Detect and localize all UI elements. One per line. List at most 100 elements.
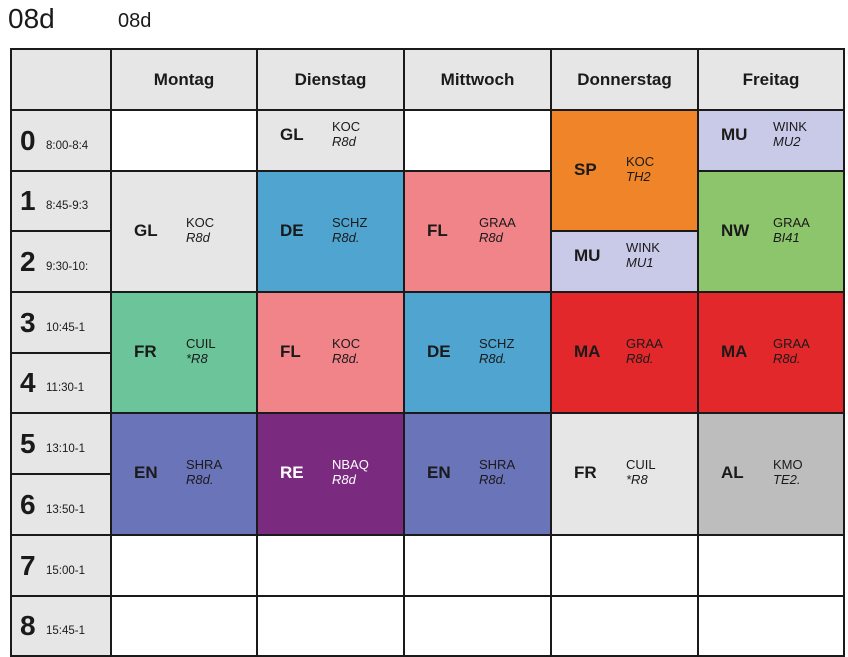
lesson-de[interactable]: DE SCHZ R8d. [403, 291, 552, 414]
empty-slot[interactable] [403, 109, 552, 172]
lesson-teacher: SCHZ [332, 214, 368, 230]
period-time: 11:30-1 [46, 382, 85, 394]
lesson-subject: FL [280, 341, 301, 361]
lesson-subject: FR [134, 341, 157, 361]
lesson-teacher: WINK [626, 240, 660, 255]
empty-slot[interactable] [550, 534, 699, 597]
lesson-fr[interactable]: FR CUIL *R8 [110, 291, 258, 414]
lesson-nw[interactable]: NW GRAA BI41 [697, 170, 845, 293]
empty-slot[interactable] [697, 595, 845, 657]
lesson-subject: FL [427, 220, 448, 240]
period-label-0: 0 8:00-8:4 [10, 109, 112, 172]
lesson-mu[interactable]: MU WINK MU2 [697, 109, 845, 172]
lesson-de[interactable]: DE SCHZ R8d. [256, 170, 405, 293]
empty-slot[interactable] [550, 595, 699, 657]
lesson-al[interactable]: AL KMO TE2. [697, 412, 845, 536]
lesson-fl[interactable]: FL KOC R8d. [256, 291, 405, 414]
period-time: 13:10-1 [46, 442, 86, 455]
period-label-8: 8 15:45-1 [10, 595, 112, 657]
lesson-subject: FR [574, 463, 597, 482]
period-number: 0 [20, 124, 36, 156]
class-subtitle: 08d [118, 10, 152, 32]
lesson-re[interactable]: RE NBAQ R8d [256, 412, 405, 536]
lesson-sp[interactable]: SP KOC TH2 [550, 109, 699, 232]
lesson-en[interactable]: EN SHRA R8d. [403, 412, 552, 536]
lesson-teacher: KOC [332, 335, 361, 351]
period-time: 10:45-1 [46, 321, 86, 334]
lesson-teacher: CUIL [626, 457, 656, 472]
period-number: 4 [20, 367, 36, 398]
lesson-subject: MU [721, 125, 748, 144]
lesson-room: R8d. [479, 472, 507, 487]
lesson-gl[interactable]: GL KOC R8d [256, 109, 405, 172]
lesson-room: *R8 [186, 350, 208, 366]
lesson-subject: RE [280, 463, 304, 482]
period-label-1: 1 8:45-9:3 [10, 170, 112, 232]
empty-slot[interactable] [110, 109, 258, 172]
lesson-en[interactable]: EN SHRA R8d. [110, 412, 258, 536]
lesson-ma[interactable]: MA GRAA R8d. [550, 291, 699, 414]
lesson-subject: DE [427, 341, 451, 361]
lesson-room: R8d [479, 229, 503, 245]
period-time: 8:00-8:4 [46, 139, 89, 152]
lesson-subject: AL [721, 463, 744, 482]
period-time: 15:45-1 [46, 625, 86, 637]
period-label-6: 6 13:50-1 [10, 473, 112, 536]
lesson-room: R8d. [773, 350, 801, 366]
lesson-teacher: SHRA [186, 457, 223, 472]
lesson-gl[interactable]: GL KOC R8d [110, 170, 258, 293]
lesson-teacher: KOC [332, 119, 361, 134]
period-number: 2 [20, 245, 36, 277]
period-time: 8:45-9:3 [46, 200, 89, 212]
period-time: 13:50-1 [46, 503, 86, 516]
empty-slot[interactable] [256, 595, 405, 657]
lesson-room: R8d. [332, 350, 360, 366]
lesson-subject: MA [574, 341, 601, 361]
lesson-teacher: CUIL [186, 335, 216, 351]
day-header-donnerstag: Donnerstag [550, 48, 699, 111]
period-label-3: 3 10:45-1 [10, 291, 112, 354]
class-title: 08d [8, 3, 55, 34]
lesson-room: R8d. [332, 229, 360, 245]
period-number: 7 [20, 549, 36, 581]
lesson-fl[interactable]: FL GRAA R8d [403, 170, 552, 293]
lesson-room: TE2. [773, 472, 801, 487]
empty-slot[interactable] [110, 534, 258, 597]
period-label-7: 7 15:00-1 [10, 534, 112, 597]
period-number: 3 [20, 306, 36, 338]
lesson-room: R8d. [479, 350, 507, 366]
period-number: 5 [20, 427, 36, 459]
empty-slot[interactable] [110, 595, 258, 657]
period-number: 1 [20, 185, 36, 216]
day-header-freitag: Freitag [697, 48, 845, 111]
lesson-mu[interactable]: MU WINK MU1 [550, 230, 699, 293]
day-header-dienstag: Dienstag [256, 48, 405, 111]
empty-slot[interactable] [403, 534, 552, 597]
lesson-fr[interactable]: FR CUIL *R8 [550, 412, 699, 536]
lesson-subject: MU [574, 246, 601, 265]
corner-cell [10, 48, 112, 111]
period-time: 9:30-10: [46, 260, 89, 273]
day-header-mittwoch: Mittwoch [403, 48, 552, 111]
lesson-subject: MA [721, 341, 748, 361]
day-label: Freitag [742, 69, 800, 89]
empty-slot[interactable] [256, 534, 405, 597]
lesson-teacher: SHRA [479, 457, 516, 472]
day-label: Mittwoch [440, 69, 515, 89]
lesson-room: MU1 [626, 255, 654, 270]
lesson-ma[interactable]: MA GRAA R8d. [697, 291, 845, 414]
lesson-room: TH2 [626, 168, 651, 184]
lesson-teacher: KOC [626, 153, 655, 169]
lesson-room: BI41 [773, 229, 800, 245]
period-number: 8 [20, 610, 36, 641]
empty-slot[interactable] [403, 595, 552, 657]
lesson-teacher: KOC [186, 214, 215, 230]
lesson-subject: GL [134, 220, 158, 240]
lesson-subject: EN [134, 463, 158, 482]
empty-slot[interactable] [697, 534, 845, 597]
lesson-room: R8d. [186, 472, 214, 487]
lesson-subject: DE [280, 220, 304, 240]
lesson-teacher: KMO [773, 457, 803, 472]
lesson-room: MU2 [773, 134, 801, 149]
